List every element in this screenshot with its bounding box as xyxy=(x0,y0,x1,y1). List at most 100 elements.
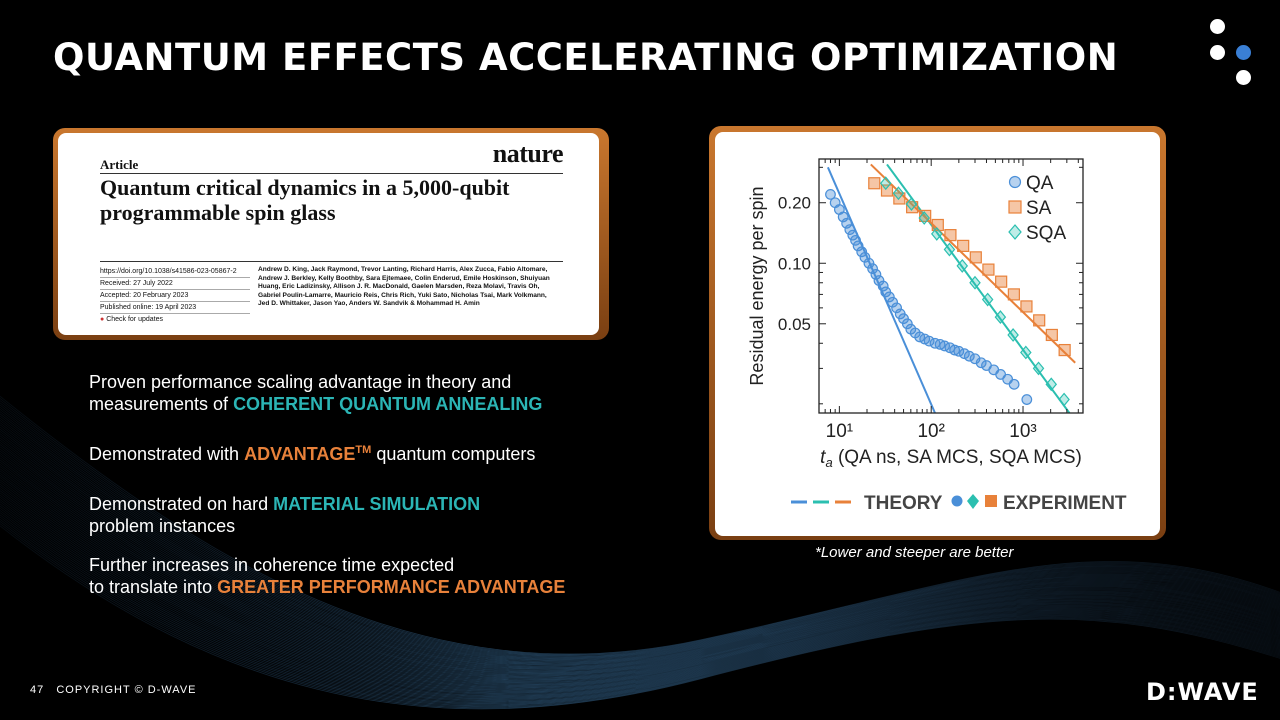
logo-dot xyxy=(1236,70,1251,85)
data-point-qa xyxy=(959,348,970,360)
data-point-sa xyxy=(931,218,944,232)
dwave-dots-logo xyxy=(1205,15,1255,90)
data-point-qa xyxy=(963,350,975,362)
experiment-legend-qa-icon xyxy=(951,495,963,507)
paper-received: Received: 27 July 2022 xyxy=(100,278,250,290)
data-point-qa xyxy=(841,217,853,229)
copyright: COPYRIGHT © D-WAVE xyxy=(56,684,197,696)
x-axis-label-rest: (QA ns, SA MCS, SQA MCS) xyxy=(833,447,1082,468)
x-axis-label: ta (QA ns, SA MCS, SQA MCS) xyxy=(820,447,1082,470)
data-point-qa xyxy=(852,240,864,252)
data-point-sa xyxy=(995,275,1008,288)
data-point-qa xyxy=(856,246,868,258)
data-point-sa xyxy=(1007,288,1020,301)
slide-title: QUANTUM EFFECTS ACCELERATING OPTIMIZATIO… xyxy=(53,36,1119,79)
bullet-4-highlight: GREATER PERFORMANCE ADVANTAGE xyxy=(217,577,566,597)
bullet-1-highlight: COHERENT QUANTUM ANNEALING xyxy=(233,394,543,414)
paper-authors: Andrew D. King, Jack Raymond, Trevor Lan… xyxy=(258,266,550,308)
legend-marker-qa xyxy=(1008,175,1022,189)
bullet-3-highlight: MATERIAL SIMULATION xyxy=(273,494,481,514)
bullet-2-trademark: TM xyxy=(355,444,372,456)
y-tick-label: 0.20 xyxy=(778,194,811,213)
bullet-2-text: Demonstrated with xyxy=(89,444,245,464)
bullet-4-text: Further increases in coherence time expe… xyxy=(89,555,455,575)
plot-frame xyxy=(818,158,1084,414)
data-point-qa xyxy=(923,335,935,347)
data-point-sqa xyxy=(943,242,956,257)
data-point-sqa xyxy=(1045,377,1058,392)
x-tick-label: 10² xyxy=(917,421,944,442)
paper-published: Published online: 19 April 2023 xyxy=(100,302,250,314)
data-point-sqa xyxy=(879,176,892,191)
data-point-sa xyxy=(868,177,881,190)
data-point-sqa xyxy=(905,197,918,211)
data-point-sa xyxy=(1045,328,1058,342)
paper-title: Quantum critical dynamics in a 5,000-qub… xyxy=(100,175,510,225)
data-point-sa xyxy=(944,229,957,242)
bullet-4-text-2: to translate into xyxy=(89,577,218,597)
data-point-qa xyxy=(847,229,859,241)
data-point-sqa xyxy=(892,186,905,201)
bullet-3-text-post: problem instances xyxy=(89,516,236,536)
x-axis-label-sub: a xyxy=(825,455,832,470)
data-point-sqa xyxy=(1032,361,1045,376)
bullet-3: Demonstrated on hard MATERIAL SIMULATION… xyxy=(89,493,609,537)
data-point-sa xyxy=(1058,343,1071,357)
paper-meta: https://doi.org/10.1038/s41586-023-05867… xyxy=(100,266,250,325)
bullet-4: Further increases in coherence time expe… xyxy=(89,554,609,598)
page-number: 47 xyxy=(30,684,45,696)
data-point-sqa xyxy=(969,275,981,290)
y-axis-label: Residual energy per spin xyxy=(747,186,767,385)
data-point-sa xyxy=(1020,300,1033,313)
chart-card: 10¹ 10² 10³ 0.20 0.10 0.05 ta (QA ns, SA MCS, … xyxy=(715,132,1160,536)
data-point-sa xyxy=(1033,314,1046,327)
chart-note: *Lower and steeper are better xyxy=(815,544,1014,561)
data-point-sqa xyxy=(918,211,931,225)
paper-card-frame: Article nature Quantum critical dynamics… xyxy=(53,128,609,340)
x-tick-label: 10¹ xyxy=(826,421,853,442)
experiment-legend-label: EXPERIMENT xyxy=(1003,493,1127,514)
check-updates-icon: ● xyxy=(100,316,107,323)
legend-marker-sa xyxy=(1008,200,1022,214)
data-point-sa xyxy=(982,263,995,276)
data-point-sqa xyxy=(981,292,994,307)
data-point-qa xyxy=(863,257,875,269)
data-point-qa xyxy=(825,189,836,200)
data-point-qa xyxy=(953,345,965,357)
footer: 47 COPYRIGHT © D-WAVE xyxy=(30,684,197,696)
data-point-qa xyxy=(837,211,849,223)
dwave-wordmark: D:WAVE xyxy=(1146,678,1259,706)
data-point-sa xyxy=(969,251,982,264)
data-point-sqa xyxy=(1058,392,1070,407)
data-point-qa xyxy=(901,318,913,330)
data-point-sqa xyxy=(956,258,969,273)
experiment-legend-sa-icon xyxy=(985,495,997,507)
paper-article-label: Article xyxy=(100,157,139,172)
data-point-sa xyxy=(919,209,932,222)
bullet-1-text: Proven performance scaling advantage in … xyxy=(89,372,512,414)
data-point-qa xyxy=(975,357,987,369)
data-point-qa xyxy=(870,269,882,280)
bullet-3-text: Demonstrated on hard xyxy=(89,494,274,514)
data-point-qa xyxy=(850,234,861,246)
chart-card-frame: 10¹ 10² 10³ 0.20 0.10 0.05 ta (QA ns, SA MCS, … xyxy=(709,126,1166,540)
paper-doi: https://doi.org/10.1038/s41586-023-05867… xyxy=(100,266,250,278)
legend-label-sqa: SQA xyxy=(1026,223,1066,244)
data-point-qa xyxy=(844,224,856,236)
paper-rule xyxy=(100,173,563,174)
logo-dot xyxy=(1210,19,1225,34)
data-point-qa xyxy=(877,280,889,292)
x-axis-label-var: t xyxy=(820,447,826,468)
x-tick-label: 10³ xyxy=(1009,421,1036,442)
legend-label-sa: SA xyxy=(1026,198,1052,219)
data-point-qa xyxy=(883,291,895,303)
y-tick-label: 0.10 xyxy=(778,254,811,273)
logo-dot xyxy=(1236,45,1251,60)
data-point-qa xyxy=(1008,378,1020,390)
theory-legend-label: THEORY xyxy=(864,493,943,514)
bullet-1: Proven performance scaling advantage in … xyxy=(89,371,609,415)
experiment-legend-sqa-icon xyxy=(967,494,979,509)
data-point-qa xyxy=(859,251,871,263)
bullet-2-text-post: quantum computers xyxy=(371,444,536,464)
